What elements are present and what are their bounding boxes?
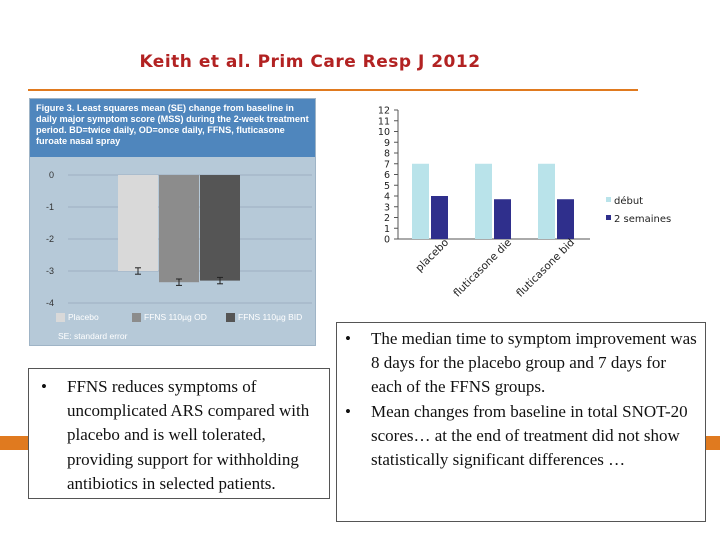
bar bbox=[494, 199, 511, 239]
y-tick-label: 4 bbox=[384, 192, 390, 203]
x-tick-label: fluticasone bid bbox=[514, 237, 577, 300]
bar bbox=[431, 196, 448, 239]
y-tick-label: 2 bbox=[384, 213, 390, 224]
y-tick-label: 12 bbox=[378, 106, 390, 117]
bullet-text: FFNS reduces symptoms of uncomplicated A… bbox=[67, 377, 310, 493]
bar bbox=[412, 163, 429, 239]
legend-label: début bbox=[614, 195, 643, 207]
y-tick-label: 7 bbox=[384, 159, 390, 170]
bullet-text: The median time to symptom improvement w… bbox=[371, 329, 697, 397]
legend-label: 2 semaines bbox=[614, 214, 671, 225]
y-tick-label: 5 bbox=[384, 181, 390, 192]
bar bbox=[200, 175, 240, 281]
x-tick-label: fluticasone die bbox=[451, 237, 514, 300]
legend-item-ffns-bid: FFNS 110µg BID bbox=[226, 312, 302, 322]
y-tick-label: -2 bbox=[46, 234, 54, 244]
y-tick-label: -3 bbox=[46, 266, 54, 276]
embedded-figure: Figure 3. Least squares mean (SE) change… bbox=[29, 98, 316, 346]
bar bbox=[538, 163, 555, 239]
bullet-marker: • bbox=[345, 329, 351, 348]
y-tick-label: 0 bbox=[49, 170, 54, 180]
y-tick-label: 1 bbox=[384, 224, 390, 235]
summary-textbox-left: • FFNS reduces symptoms of uncomplicated… bbox=[28, 368, 330, 499]
bullet-marker: • bbox=[41, 377, 47, 396]
y-tick-label: 3 bbox=[384, 202, 390, 213]
legend-label: Placebo bbox=[68, 312, 99, 322]
y-tick-label: 11 bbox=[378, 116, 390, 127]
y-tick-label: 6 bbox=[384, 170, 390, 181]
figure-caption: Figure 3. Least squares mean (SE) change… bbox=[30, 99, 315, 157]
bullet-item: • Mean changes from baseline in total SN… bbox=[343, 400, 697, 473]
bullet-item: • The median time to symptom improvement… bbox=[343, 327, 697, 400]
legend-item-placebo: Placebo bbox=[56, 312, 99, 322]
legend-swatch bbox=[56, 312, 65, 322]
figure-bar-chart: 0 -1 -2 -3 -4 bbox=[46, 170, 312, 308]
y-tick-label: -4 bbox=[46, 298, 54, 308]
accent-band-left bbox=[0, 436, 30, 450]
slide-title: Keith et al. Prim Care Resp J 2012 bbox=[139, 52, 481, 72]
title-divider bbox=[28, 89, 638, 91]
legend-swatch bbox=[606, 197, 611, 202]
bar bbox=[475, 163, 492, 239]
legend-swatch bbox=[132, 312, 141, 322]
y-tick-label: 0 bbox=[384, 235, 390, 246]
legend-label: FFNS 110µg BID bbox=[238, 312, 303, 322]
figure-legend: Placebo FFNS 110µg OD FFNS 110µg BID bbox=[56, 311, 311, 325]
bullet-item: • FFNS reduces symptoms of uncomplicated… bbox=[39, 375, 321, 496]
legend-swatch bbox=[226, 312, 235, 322]
y-tick-label: 8 bbox=[384, 149, 390, 160]
x-tick-label: placebo bbox=[413, 237, 451, 275]
y-tick-label: -1 bbox=[46, 202, 54, 212]
legend-item-ffns-od: FFNS 110µg OD bbox=[132, 312, 207, 322]
bullet-text: Mean changes from baseline in total SNOT… bbox=[371, 401, 688, 470]
bar bbox=[118, 175, 158, 271]
bar bbox=[557, 199, 574, 239]
bar bbox=[159, 175, 199, 283]
figure-se-note: SE: standard error bbox=[58, 331, 128, 341]
legend-swatch bbox=[606, 215, 611, 220]
bullet-marker: • bbox=[345, 401, 351, 421]
legend-label: FFNS 110µg OD bbox=[144, 312, 207, 322]
summary-textbox-right: • The median time to symptom improvement… bbox=[336, 322, 706, 522]
y-tick-label: 10 bbox=[378, 127, 390, 138]
y-tick-label: 9 bbox=[384, 138, 390, 149]
